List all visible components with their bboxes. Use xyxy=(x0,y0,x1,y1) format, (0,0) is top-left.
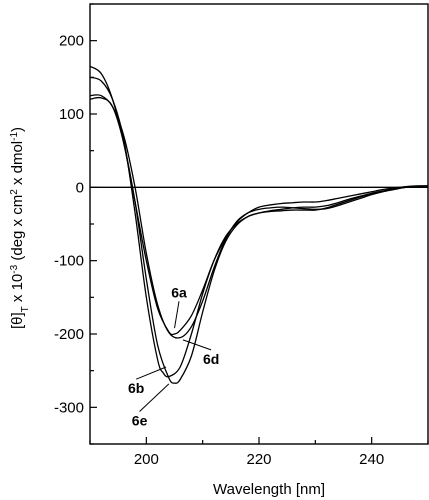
series-line-6b xyxy=(89,76,429,378)
y-axis-title: [θ]T x 10-3 (deg x cm2 x dmol-1) xyxy=(9,127,31,329)
x-tick-label: 240 xyxy=(359,451,384,468)
series-line-6e xyxy=(89,96,429,384)
series-group xyxy=(89,65,429,384)
x-axis-title: Wavelength [nm] xyxy=(213,481,325,498)
y-tick-label: -300 xyxy=(54,399,84,416)
annotations-group: 6a 6d 6b 6e xyxy=(128,284,219,428)
annotation-leader-6a xyxy=(174,301,180,329)
series-line-6d xyxy=(89,94,429,339)
y-tick-label: 200 xyxy=(59,33,84,50)
annotation-label-6d: 6d xyxy=(203,351,219,367)
annotation-leader-6d xyxy=(182,339,212,351)
y-axis-ticks: -300 -200 -100 0 100 200 xyxy=(54,3,97,445)
x-tick-label: 200 xyxy=(134,451,159,468)
x-axis-ticks: 200 220 240 xyxy=(89,437,429,468)
y-tick-label: -200 xyxy=(54,326,84,343)
annotation-label-6b: 6b xyxy=(128,380,144,396)
annotation-leader-6e xyxy=(139,383,170,412)
y-tick-label: -100 xyxy=(54,253,84,270)
y-tick-label: 0 xyxy=(76,179,84,196)
annotation-leader-6b xyxy=(136,366,167,380)
x-tick-label: 220 xyxy=(246,451,271,468)
annotation-label-6e: 6e xyxy=(132,412,148,428)
series-line-6a xyxy=(89,65,429,336)
annotation-label-6a: 6a xyxy=(171,284,187,300)
y-tick-label: 100 xyxy=(59,106,84,123)
